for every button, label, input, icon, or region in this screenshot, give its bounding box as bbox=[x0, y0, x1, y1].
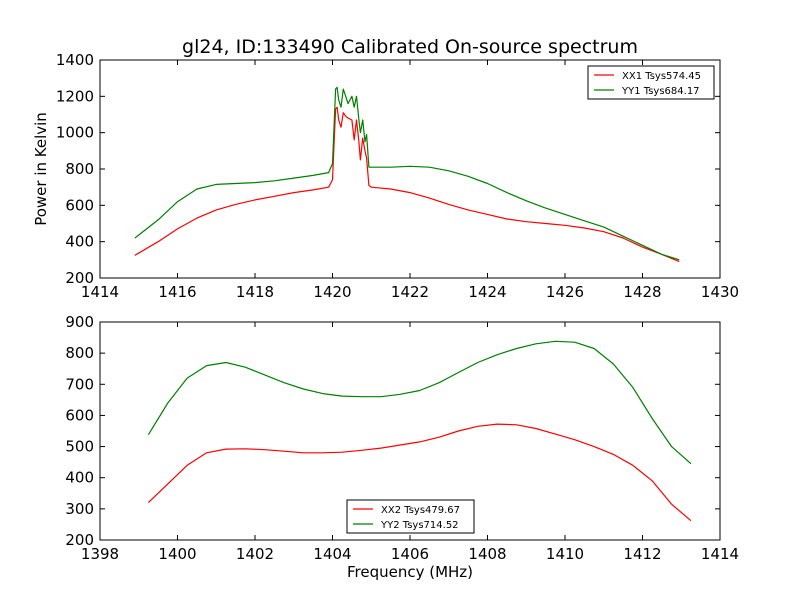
top-x-tick-label: 1428 bbox=[623, 283, 661, 301]
top-x-tick-label: 1422 bbox=[391, 283, 429, 301]
bottom-y-tick-label: 600 bbox=[65, 406, 94, 424]
bottom-series-line-0 bbox=[147, 423, 692, 522]
top-x-tick-label: 1426 bbox=[546, 283, 584, 301]
bottom-y-tick-label: 200 bbox=[65, 531, 94, 549]
top-series-line-0 bbox=[134, 106, 680, 263]
bottom-legend-label-1: YY2 Tsys714.52 bbox=[380, 520, 459, 531]
bottom-y-tick-label: 700 bbox=[65, 375, 94, 393]
top-series-line-1 bbox=[134, 86, 680, 261]
bottom-x-tick-label: 1412 bbox=[623, 545, 661, 563]
bottom-y-tick-label: 800 bbox=[65, 344, 94, 362]
bottom-legend-box bbox=[346, 499, 475, 534]
top-x-tick-label: 1420 bbox=[313, 283, 351, 301]
bottom-x-tick-label: 1404 bbox=[313, 545, 351, 563]
chart-title: gl24, ID:133490 Calibrated On-source spe… bbox=[182, 36, 638, 58]
top-legend-label-1: YY1 Tsys684.17 bbox=[621, 86, 700, 97]
x-axis-label: Frequency (MHz) bbox=[347, 563, 473, 581]
top-y-tick-label: 200 bbox=[65, 269, 94, 287]
top-y-tick-label: 1200 bbox=[56, 87, 94, 105]
bottom-x-tick-label: 1402 bbox=[236, 545, 274, 563]
top-y-tick-label: 1000 bbox=[56, 124, 94, 142]
top-legend-box bbox=[587, 65, 715, 100]
top-y-tick-label: 1400 bbox=[56, 51, 94, 69]
bottom-x-tick-label: 1406 bbox=[391, 545, 429, 563]
top-x-tick-label: 1418 bbox=[236, 283, 274, 301]
bottom-y-tick-label: 300 bbox=[65, 500, 94, 518]
top-legend: XX1 Tsys574.45 YY1 Tsys684.17 bbox=[587, 65, 715, 100]
bottom-x-tick-label: 1414 bbox=[701, 545, 739, 563]
top-y-tick-label: 400 bbox=[65, 233, 94, 251]
top-y-tick-label: 600 bbox=[65, 196, 94, 214]
bottom-x-tick-label: 1410 bbox=[546, 545, 584, 563]
top-x-tick-label: 1414 bbox=[81, 283, 119, 301]
bottom-legend-label-0: XX2 Tsys479.67 bbox=[381, 505, 460, 516]
bottom-y-tick-label: 400 bbox=[65, 469, 94, 487]
top-y-tick-label: 800 bbox=[65, 160, 94, 178]
bottom-x-tick-label: 1400 bbox=[158, 545, 196, 563]
top-x-tick-label: 1430 bbox=[701, 283, 739, 301]
bottom-series-line-1 bbox=[147, 340, 692, 465]
bottom-x-tick-label: 1408 bbox=[468, 545, 506, 563]
bottom-y-tick-label: 500 bbox=[65, 438, 94, 456]
bottom-x-tick-label: 1398 bbox=[81, 545, 119, 563]
bottom-y-tick-label: 900 bbox=[65, 313, 94, 331]
y-axis-label: Power in Kelvin bbox=[32, 112, 50, 226]
bottom-plot: 1398 1400 1402 1404 1406 1408 1410 1412 1414 200 3… bbox=[65, 313, 739, 563]
top-legend-label-0: XX1 Tsys574.45 bbox=[622, 71, 701, 82]
top-x-tick-label: 1424 bbox=[468, 283, 506, 301]
top-plot: 1414 1416 1418 1420 1422 1424 1426 1428 1430 200 4… bbox=[56, 51, 739, 301]
top-x-tick-label: 1416 bbox=[158, 283, 196, 301]
bottom-legend: XX2 Tsys479.67 YY2 Tsys714.52 bbox=[346, 499, 475, 534]
